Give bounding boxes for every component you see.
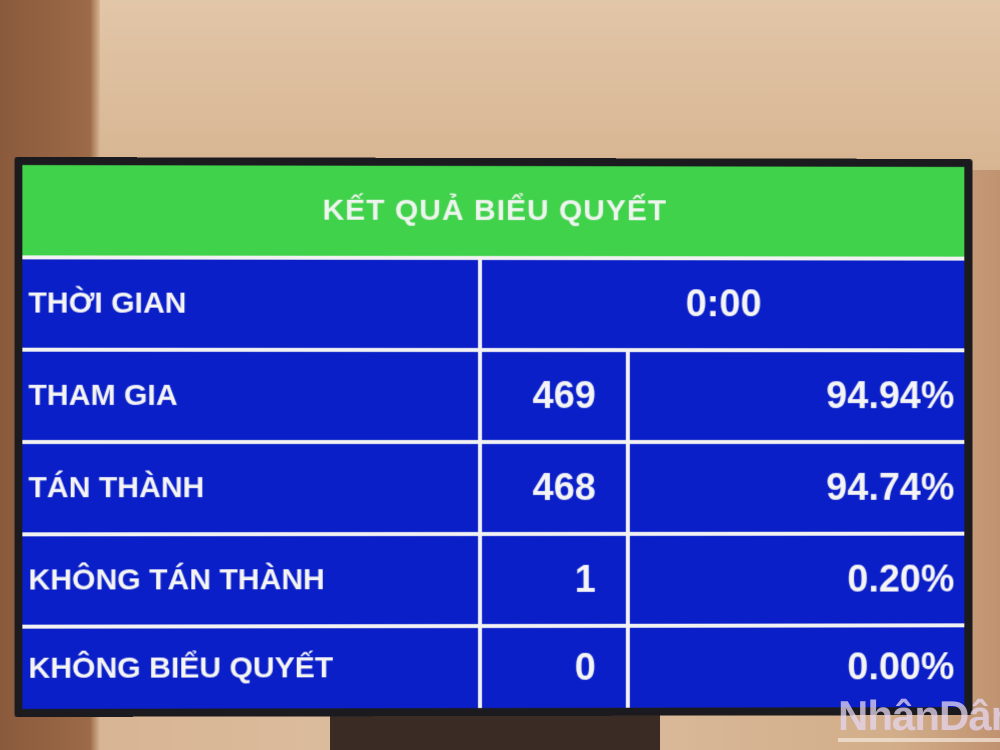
vote-results-panel: KẾT QUẢ BIỂU QUYẾT THỜI GIAN 0:00 THAM G… bbox=[22, 165, 965, 709]
row-in-favor: TÁN THÀNH 468 94.74% bbox=[22, 443, 965, 533]
row-participating: THAM GIA 469 94.94% bbox=[22, 351, 965, 441]
row-label: KHÔNG TÁN THÀNH bbox=[22, 536, 478, 625]
row-label: TÁN THÀNH bbox=[22, 444, 478, 533]
row-count: 469 bbox=[481, 351, 626, 441]
wall bbox=[100, 0, 1000, 170]
row-against: KHÔNG TÁN THÀNH 1 0.20% bbox=[22, 535, 965, 625]
row-percent: 94.74% bbox=[629, 443, 965, 532]
row-label: KHÔNG BIỂU QUYẾT bbox=[22, 628, 478, 709]
row-label: THỜI GIAN bbox=[22, 259, 478, 348]
row-time: THỜI GIAN 0:00 bbox=[22, 259, 965, 349]
row-count: 0 bbox=[481, 627, 626, 709]
watermark-logo: NhânDân bbox=[838, 694, 1000, 742]
row-label: THAM GIA bbox=[22, 351, 478, 441]
results-title: KẾT QUẢ BIỂU QUYẾT bbox=[22, 165, 965, 257]
time-value: 0:00 bbox=[481, 259, 965, 349]
row-count: 468 bbox=[481, 443, 626, 533]
display-screen: KẾT QUẢ BIỂU QUYẾT THỜI GIAN 0:00 THAM G… bbox=[14, 156, 973, 718]
row-count: 1 bbox=[481, 535, 626, 625]
row-not-voting: KHÔNG BIỂU QUYẾT 0 0.00% bbox=[22, 627, 965, 709]
row-percent: 94.94% bbox=[629, 352, 965, 440]
row-percent: 0.20% bbox=[629, 535, 965, 624]
